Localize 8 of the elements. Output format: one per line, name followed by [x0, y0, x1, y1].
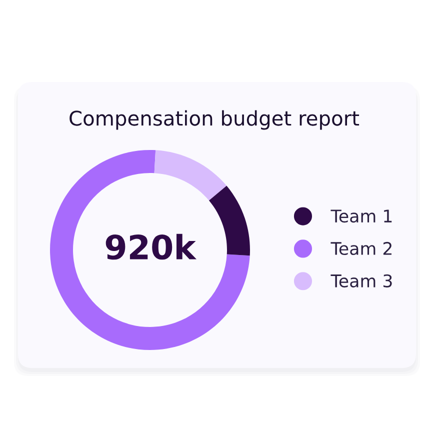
donut-slice: [154, 150, 227, 201]
donut-slice: [50, 150, 250, 350]
chart-title: Compensation budget report: [70, 110, 360, 130]
legend-label: Team 2: [330, 242, 392, 256]
legend-label: Team 3: [330, 274, 392, 288]
donut-slice: [208, 186, 250, 256]
legend-label: Team 1: [330, 210, 392, 223]
text: 920k: [106, 234, 197, 260]
